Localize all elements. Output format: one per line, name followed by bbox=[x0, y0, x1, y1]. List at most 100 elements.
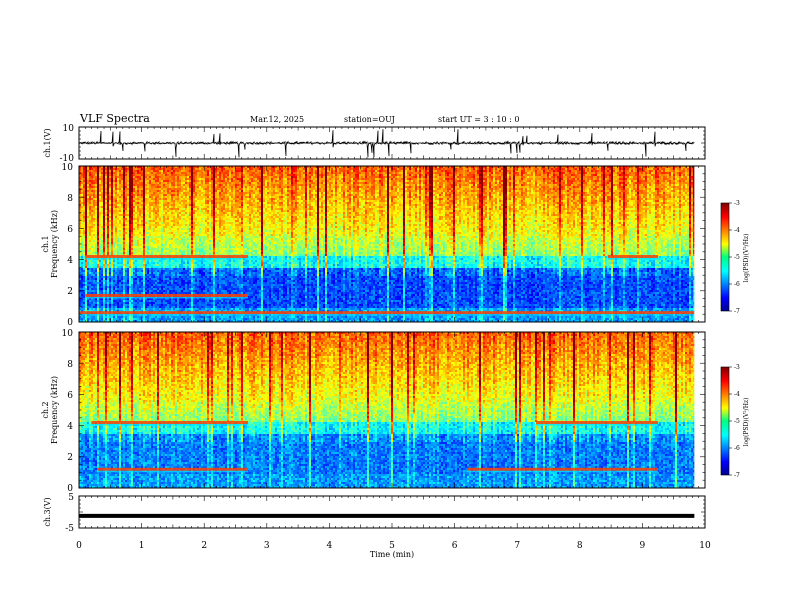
spectrogram-cell bbox=[85, 192, 87, 194]
spectrogram-cell bbox=[95, 262, 97, 264]
spectrogram-cell bbox=[151, 196, 153, 198]
spectrogram-cell bbox=[143, 316, 145, 318]
spectrogram-cell bbox=[151, 252, 153, 254]
spectrogram-cell bbox=[123, 218, 125, 220]
spectrogram-cell bbox=[141, 304, 143, 306]
spectrogram-cell bbox=[139, 180, 141, 182]
spectrogram-cell bbox=[91, 196, 93, 198]
spectrogram-cell bbox=[159, 308, 161, 310]
spectrogram-cell bbox=[119, 190, 121, 192]
spectrogram-cell bbox=[151, 214, 153, 216]
spectrogram-cell bbox=[111, 308, 113, 310]
spectrogram-cell bbox=[119, 240, 121, 242]
spectrogram-cell bbox=[119, 252, 121, 254]
spectrogram-cell bbox=[91, 186, 93, 188]
spectrogram-cell bbox=[151, 242, 153, 244]
spectrogram-cell bbox=[155, 214, 157, 216]
spectrogram-cell bbox=[103, 230, 105, 232]
spectrogram-cell bbox=[133, 170, 135, 172]
spectrogram-cell bbox=[135, 192, 137, 194]
spectrogram-cell bbox=[141, 266, 143, 268]
spectrogram-cell bbox=[113, 184, 115, 186]
spectrogram-cell bbox=[101, 304, 103, 306]
spectrogram-cell bbox=[127, 214, 129, 216]
spectrogram-cell bbox=[157, 306, 159, 308]
spectrogram-cell bbox=[137, 174, 139, 176]
spectrogram-cell bbox=[99, 316, 101, 318]
spectrogram-cell bbox=[95, 190, 97, 192]
spectrogram-cell bbox=[135, 216, 137, 218]
spectrogram-cell bbox=[97, 244, 99, 246]
spectrogram-cell bbox=[135, 174, 137, 176]
spectrogram-cell bbox=[113, 170, 115, 172]
spectrogram-cell bbox=[105, 284, 107, 286]
spectrogram-cell bbox=[109, 232, 111, 234]
spectrogram-cell bbox=[135, 190, 137, 192]
spectrogram-cell bbox=[83, 168, 85, 170]
spectrogram-cell bbox=[123, 286, 125, 288]
spectrogram-cell bbox=[119, 178, 121, 180]
spectrogram-cell bbox=[157, 238, 159, 240]
spectrogram-cell bbox=[117, 186, 119, 188]
spectrogram-cell bbox=[87, 302, 89, 304]
spectrogram-cell bbox=[157, 220, 159, 222]
spectrogram-cell bbox=[107, 284, 109, 286]
spectrogram-cell bbox=[83, 174, 85, 176]
spectrogram-cell bbox=[143, 248, 145, 250]
spectrogram-cell bbox=[141, 212, 143, 214]
spectrogram-cell bbox=[109, 252, 111, 254]
spectrogram-cell bbox=[125, 214, 127, 216]
spectrogram-cell bbox=[151, 172, 153, 174]
spectrogram-cell bbox=[119, 186, 121, 188]
spectrogram-cell bbox=[119, 274, 121, 276]
spectrogram-cell bbox=[127, 184, 129, 186]
spectrogram-cell bbox=[161, 226, 163, 228]
spectrogram-cell bbox=[121, 218, 123, 220]
spectrogram-cell bbox=[93, 240, 95, 242]
spectrogram-cell bbox=[123, 316, 125, 318]
spectrogram-cell bbox=[139, 216, 141, 218]
spectrogram-cell bbox=[125, 182, 127, 184]
spectrogram-cell bbox=[97, 246, 99, 248]
spectrogram-cell bbox=[153, 264, 155, 266]
spectrogram-cell bbox=[83, 242, 85, 244]
spectrogram-cell bbox=[107, 194, 109, 196]
spectrogram-cell bbox=[109, 210, 111, 212]
spectrogram-cell bbox=[121, 216, 123, 218]
spectrogram-cell bbox=[155, 200, 157, 202]
date-label: Mar.12, 2025 bbox=[250, 115, 304, 124]
spectrogram-cell bbox=[147, 282, 149, 284]
spectrogram-cell bbox=[117, 182, 119, 184]
spectrogram-cell bbox=[103, 284, 105, 286]
spectrogram-cell bbox=[115, 180, 117, 182]
spectrogram-cell bbox=[133, 262, 135, 264]
spectrogram-cell bbox=[165, 182, 167, 184]
spectrogram-cell bbox=[83, 302, 85, 304]
spectrogram-cell bbox=[139, 304, 141, 306]
spectrogram-cell bbox=[151, 202, 153, 204]
spectrogram-cell bbox=[147, 286, 149, 288]
spectrogram-cell bbox=[131, 230, 133, 232]
spectrogram-cell bbox=[133, 204, 135, 206]
spectrogram-cell bbox=[91, 248, 93, 250]
spectrogram-cell bbox=[167, 188, 169, 190]
spectrogram-cell bbox=[161, 228, 163, 230]
spectrogram-cell bbox=[139, 188, 141, 190]
spectrogram-cell bbox=[133, 168, 135, 170]
spectrogram-cell bbox=[117, 168, 119, 170]
spectrogram-cell bbox=[107, 288, 109, 290]
spectrogram-cell bbox=[93, 228, 95, 230]
spectrogram-cell bbox=[133, 304, 135, 306]
spectrogram-cell bbox=[147, 234, 149, 236]
spectrogram-cell bbox=[165, 242, 167, 244]
spectrogram-cell bbox=[95, 260, 97, 262]
spectrogram-cell bbox=[157, 226, 159, 228]
spectrogram-cell bbox=[105, 278, 107, 280]
spectrogram-cell bbox=[163, 196, 165, 198]
spectrogram-cell bbox=[123, 220, 125, 222]
spectrogram-cell bbox=[99, 180, 101, 182]
spectrogram-cell bbox=[125, 228, 127, 230]
spectrogram-cell bbox=[111, 210, 113, 212]
spectrogram-cell bbox=[145, 300, 147, 302]
spectrogram-cell bbox=[163, 212, 165, 214]
